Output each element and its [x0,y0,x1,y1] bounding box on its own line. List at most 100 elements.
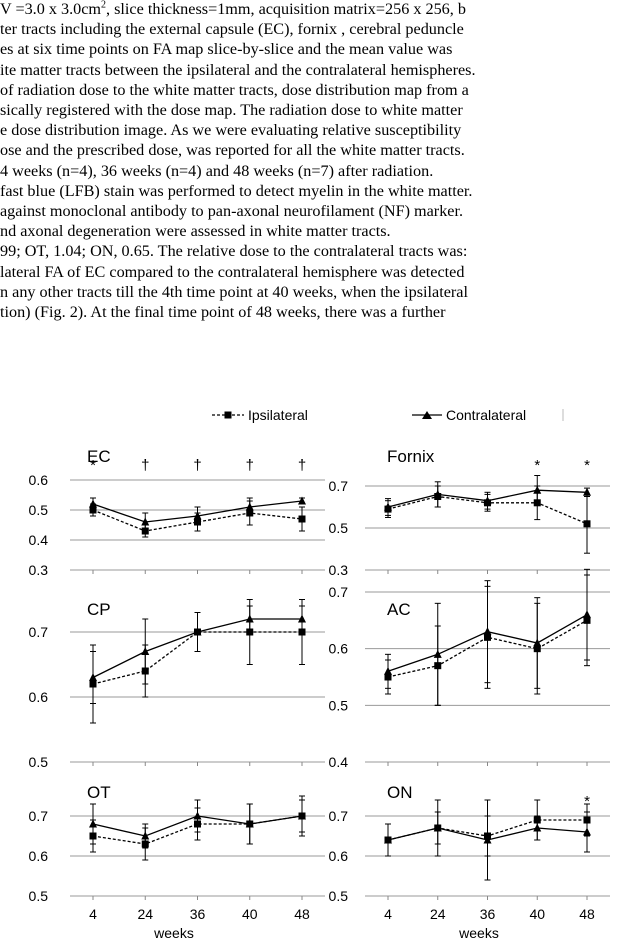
point-marker-triangle [384,666,392,675]
point-marker-triangle [141,647,150,655]
series-contralateral [384,475,591,516]
panel-ot: 0.5 0.6 0.7 4 24 36 40 48 OT [29,783,325,922]
series-line [92,815,303,845]
y-tick-label: 0.7 [329,808,349,824]
y-tick-label: 0.6 [29,848,49,864]
text-line-part: of radiation dose to the white matter tr… [0,80,469,99]
text-line-part: 99; OT, 1.04; ON, 0.65. The relative dos… [0,242,468,261]
y-tick-label: 0.7 [29,808,49,824]
panel-ac: 0.4 0.5 0.6 0.7 AC [329,568,610,770]
significance-mark: † [246,457,254,474]
point-marker-triangle [89,819,97,828]
text-line-part: 4 weeks (n=4), 36 weeks (n=4) and 48 wee… [0,161,434,180]
point-marker-triangle [583,827,591,836]
significance-mark: † [141,457,149,474]
text-line-part: n any other tracts till the 4th time poi… [0,282,468,301]
text-line: ite matter tracts between the ipsilatera… [0,60,476,80]
text-line-part: es at six time points on FA map slice-by… [0,40,453,59]
text-line-part: ose and the prescribed dose, was reporte… [0,141,465,160]
series-line [92,631,302,685]
legend-ipsilateral-marker [224,411,232,419]
x-tick-label: 40 [529,906,545,922]
legend-contralateral-label: Contralateral [446,407,526,423]
y-tick-label: 0.6 [329,641,349,657]
point-marker-triangle [483,627,492,636]
legend-contralateral-marker [422,411,432,419]
panel-title: OT [87,783,111,802]
text-line: tion) (Fig. 2). At the final time point … [0,302,446,322]
point-marker-triangle [245,819,254,828]
series-contralateral [384,568,591,706]
text-line: 99; OT, 1.04; ON, 0.65. The relative dos… [0,241,467,261]
text-line: nd axonal degeneration were assessed in … [0,221,391,241]
point-marker-triangle [583,487,591,496]
text-line-part: V =3.0 x 3.0cm [0,0,102,18]
point-marker-triangle [141,831,150,840]
x-tick-label: 48 [294,906,310,922]
legend: Ipsilateral Contralateral [212,407,564,423]
y-tick-label: 0.7 [329,478,349,494]
significance-mark: † [298,457,306,474]
point-marker-triangle [583,610,591,619]
panel-cp: 0.5 0.6 0.7 CP [29,599,325,770]
y-tick-label: 0.7 [29,624,49,640]
text-line-part: , slice thickness=1mm, acquisition matri… [106,0,466,18]
text-line-part: fast blue (LFB) stain was performed to d… [0,181,473,200]
point-marker-triangle [245,614,254,623]
x-tick-label: 4 [89,906,97,922]
y-tick-label: 0.7 [329,584,349,600]
panel-title: CP [87,600,111,619]
point-marker-triangle [141,517,150,526]
y-tick-label: 0.6 [29,689,49,705]
point-marker-triangle [433,823,442,832]
significance-mark: * [584,793,590,810]
text-line-part: e dose distribution image. As we were ev… [0,121,462,140]
x-tick-label: 40 [242,906,258,922]
x-tick-label: 24 [430,906,446,922]
series-line [92,509,303,532]
panel-on: 0.5 0.6 0.7 4 24 36 40 48 ON * [329,783,610,922]
text-line: e dose distribution image. As we were ev… [0,120,461,140]
y-tick-label: 0.6 [29,472,49,488]
text-line: V =3.0 x 3.0cm2, slice thickness=1mm, ac… [0,0,466,19]
text-line-part: ter tracts including the external capsul… [0,20,464,39]
point-marker-triangle [483,496,492,505]
x-tick-label: 24 [137,906,153,922]
point-marker-triangle [193,811,202,820]
text-line: of radiation dose to the white matter tr… [0,80,469,100]
x-axis-label-right: weeks [458,925,499,941]
point-marker-triangle [193,627,202,636]
text-line: es at six time points on FA map slice-by… [0,39,452,59]
point-marker-triangle [433,489,442,498]
panel-title: EC [87,447,111,466]
text-line: fast blue (LFB) stain was performed to d… [0,181,472,201]
text-line: ose and the prescribed dose, was reporte… [0,140,465,160]
y-tick-label: 0.4 [329,754,349,770]
significance-mark: * [584,457,590,474]
point-marker-triangle [298,496,306,505]
panel-fornix: 0.3 0.5 0.7 Fornix * * [329,447,610,578]
y-tick-label: 0.5 [329,888,349,904]
point-marker-triangle [245,502,254,511]
point-marker-square [298,515,306,523]
x-tick-label: 48 [579,906,595,922]
y-tick-label: 0.4 [29,532,49,548]
y-tick-label: 0.5 [329,520,349,536]
y-tick-label: 0.6 [329,848,349,864]
y-tick-label: 0.5 [29,754,49,770]
significance-mark: * [90,457,96,474]
point-marker-triangle [533,823,542,832]
text-line-part: sically registered with the dose map. Th… [0,101,463,119]
y-tick-label: 0.3 [29,562,49,578]
point-marker-square [583,520,591,528]
x-axis-label-left: weeks [153,925,194,941]
text-line: against monoclonal antibody to pan-axona… [0,201,463,221]
y-tick-label: 0.5 [329,697,349,713]
point-marker-triangle [384,835,392,844]
series-contralateral [89,496,306,532]
text-line: 4 weeks (n=4), 36 weeks (n=4) and 48 wee… [0,161,433,181]
point-marker-triangle [89,673,97,681]
x-tick-label: 4 [384,906,392,922]
